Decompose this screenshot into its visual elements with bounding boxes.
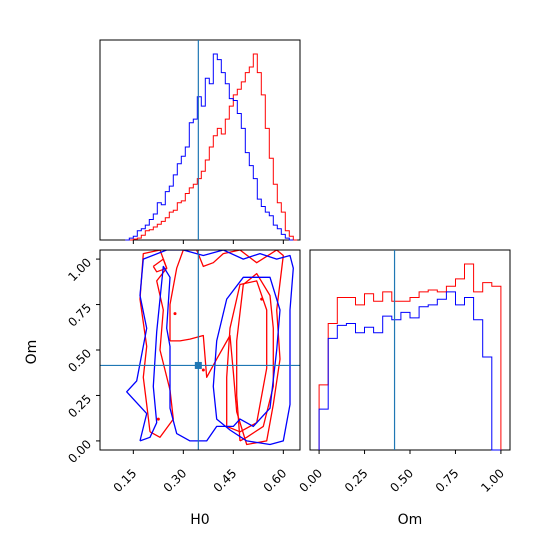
contour-red-point bbox=[173, 312, 177, 316]
om-ytick-label: 0.25 bbox=[65, 392, 94, 421]
contour-red-point bbox=[156, 417, 160, 421]
om-ytick-label: 0.75 bbox=[65, 301, 94, 330]
om-histogram-panel: 0.00 0.25 0.50 0.75 1.00 bbox=[296, 249, 511, 495]
om-ytick-label: 0.50 bbox=[65, 346, 94, 375]
om-xtick-label: 1.00 bbox=[478, 466, 507, 495]
om-ytick-label: 1.00 bbox=[65, 255, 94, 284]
om-xtick-label: 0.00 bbox=[296, 466, 325, 495]
h0-hist-red bbox=[125, 53, 298, 241]
contour-red bbox=[152, 258, 168, 273]
om-xtick-label: 0.50 bbox=[387, 466, 416, 495]
om-hist-blue bbox=[318, 291, 501, 451]
y-axis-label-om: Om bbox=[24, 340, 40, 365]
contour-red bbox=[226, 280, 268, 433]
h0-xtick-label: 0.15 bbox=[111, 466, 140, 495]
contour-red-point bbox=[260, 297, 264, 301]
contour-red bbox=[139, 250, 174, 438]
truth-marker bbox=[194, 361, 202, 369]
contour-blue bbox=[126, 250, 294, 446]
om-ytick-label: 0.00 bbox=[65, 437, 94, 466]
om-xtick-label: 0.75 bbox=[433, 466, 462, 495]
contour-red bbox=[236, 272, 274, 442]
h0-xtick-label: 0.45 bbox=[211, 466, 240, 495]
h0-histogram-frame bbox=[99, 39, 301, 241]
x-axis-label-h0: H0 bbox=[190, 512, 209, 528]
h0-xtick-label: 0.30 bbox=[161, 466, 190, 495]
h0-xtick-label: 0.60 bbox=[261, 466, 290, 495]
h0-histogram-panel bbox=[99, 39, 301, 244]
om-xtick-label: 0.25 bbox=[342, 466, 371, 495]
h0-om-contour-panel: 0.15 0.30 0.45 0.60 0.00 0.25 0.50 0.75 1.00 bbox=[65, 249, 301, 495]
h0-hist-blue bbox=[125, 53, 294, 241]
contour-layer bbox=[126, 250, 294, 446]
om-hist-red bbox=[318, 263, 502, 450]
x-axis-label-om: Om bbox=[398, 512, 423, 528]
om-histogram-frame bbox=[309, 249, 511, 451]
contour-red-point bbox=[201, 368, 205, 372]
